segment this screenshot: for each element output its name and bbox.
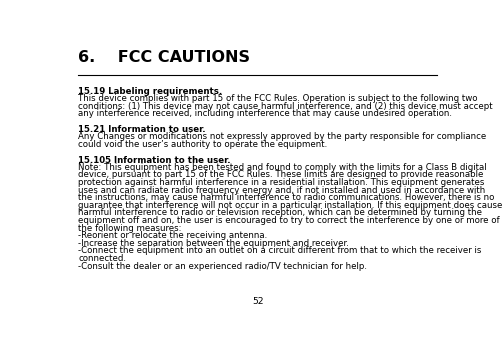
Text: connected.: connected. xyxy=(78,254,126,263)
Text: 15.19 Labeling requirements.: 15.19 Labeling requirements. xyxy=(78,87,223,96)
Text: the instructions, may cause harmful interference to radio communications. Howeve: the instructions, may cause harmful inte… xyxy=(78,193,495,202)
Text: conditions: (1) This device may not cause harmful interference, and (2) this dev: conditions: (1) This device may not caus… xyxy=(78,102,493,111)
Text: harmful interference to radio or television reception, which can be determined b: harmful interference to radio or televis… xyxy=(78,208,482,217)
Text: Any Changes or modifications not expressly approved by the party responsible for: Any Changes or modifications not express… xyxy=(78,132,487,141)
Text: any interference received, including interference that may cause undesired opera: any interference received, including int… xyxy=(78,109,453,118)
Text: equipment off and on, the user is encouraged to try to correct the interference : equipment off and on, the user is encour… xyxy=(78,216,500,225)
Text: This device complies with part 15 of the FCC Rules. Operation is subject to the : This device complies with part 15 of the… xyxy=(78,94,478,103)
Text: guarantee that interference will not occur in a particular installation. If this: guarantee that interference will not occ… xyxy=(78,201,503,210)
Text: Note: This equipment has been tested and found to comply with the limits for a C: Note: This equipment has been tested and… xyxy=(78,163,487,172)
Text: device, pursuant to part 15 of the FCC Rules. These limits are designed to provi: device, pursuant to part 15 of the FCC R… xyxy=(78,170,484,179)
Text: 15.21 Information to user.: 15.21 Information to user. xyxy=(78,125,206,134)
Text: -Reorient or relocate the receiving antenna.: -Reorient or relocate the receiving ante… xyxy=(78,231,268,240)
Text: 52: 52 xyxy=(252,297,264,306)
Text: uses and can radiate radio frequency energy and, if not installed and used in ac: uses and can radiate radio frequency ene… xyxy=(78,186,486,194)
Text: -Increase the separation between the equipment and receiver.: -Increase the separation between the equ… xyxy=(78,239,350,248)
Text: -Consult the dealer or an experienced radio/TV technician for help.: -Consult the dealer or an experienced ra… xyxy=(78,261,368,270)
Text: could void the user’s authority to operate the equipment.: could void the user’s authority to opera… xyxy=(78,140,328,149)
Text: 6.    FCC CAUTIONS: 6. FCC CAUTIONS xyxy=(78,50,250,65)
Text: the following measures:: the following measures: xyxy=(78,223,182,232)
Text: protection against harmful interference in a residential installation. This equi: protection against harmful interference … xyxy=(78,178,485,187)
Text: -Connect the equipment into an outlet on a circuit different from that to which : -Connect the equipment into an outlet on… xyxy=(78,246,482,255)
Text: 15.105 Information to the user.: 15.105 Information to the user. xyxy=(78,156,231,165)
